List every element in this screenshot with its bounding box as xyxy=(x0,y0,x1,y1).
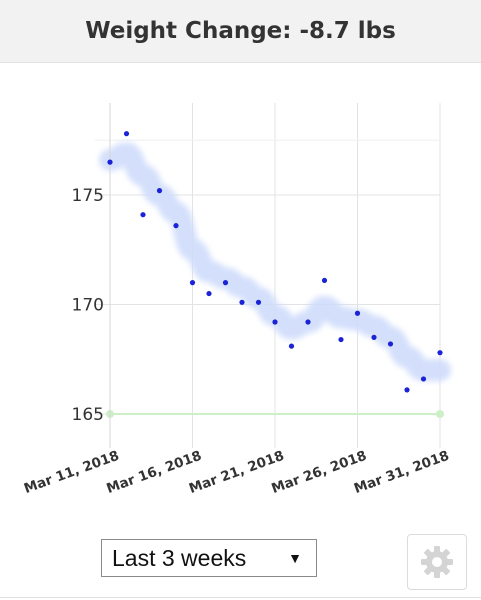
data-point xyxy=(305,319,311,325)
data-point xyxy=(140,212,146,218)
data-point xyxy=(338,336,344,343)
data-point xyxy=(371,334,377,340)
data-point xyxy=(354,310,361,316)
x-tick-label: Mar 31, 2018 xyxy=(352,448,452,497)
range-select-value: Last 3 weeks xyxy=(112,544,247,571)
data-point xyxy=(173,223,179,229)
data-point xyxy=(437,350,443,356)
gear-icon xyxy=(421,546,453,578)
dropdown-arrow-icon: ▼ xyxy=(288,550,302,566)
data-point xyxy=(123,131,130,137)
goal-point xyxy=(436,410,444,418)
y-tick-label: 175 xyxy=(72,186,104,206)
settings-button[interactable] xyxy=(407,534,467,590)
weight-chart: 165 170 175 Mar 11, 2018 Mar 16, 2018 Mar 21… xyxy=(0,63,481,533)
data-point xyxy=(206,290,212,297)
trend-band xyxy=(99,142,451,382)
divider xyxy=(0,597,481,598)
data-point xyxy=(156,188,163,194)
y-tick-label: 165 xyxy=(72,405,104,425)
header-bar: Weight Change: -8.7 lbs xyxy=(0,0,481,63)
data-point xyxy=(272,319,278,325)
y-tick-label: 170 xyxy=(72,296,104,316)
data-point xyxy=(387,341,394,347)
data-point xyxy=(420,376,427,382)
data-point xyxy=(255,299,262,305)
range-select[interactable]: Last 3 weeks ▼ xyxy=(101,539,317,577)
data-point xyxy=(321,277,328,284)
data-point xyxy=(404,387,410,393)
page-title: Weight Change: -8.7 lbs xyxy=(85,18,396,44)
data-point xyxy=(222,280,229,286)
data-point xyxy=(239,299,245,305)
data-point xyxy=(288,343,295,349)
data-point xyxy=(189,280,196,286)
data-point xyxy=(107,159,113,165)
